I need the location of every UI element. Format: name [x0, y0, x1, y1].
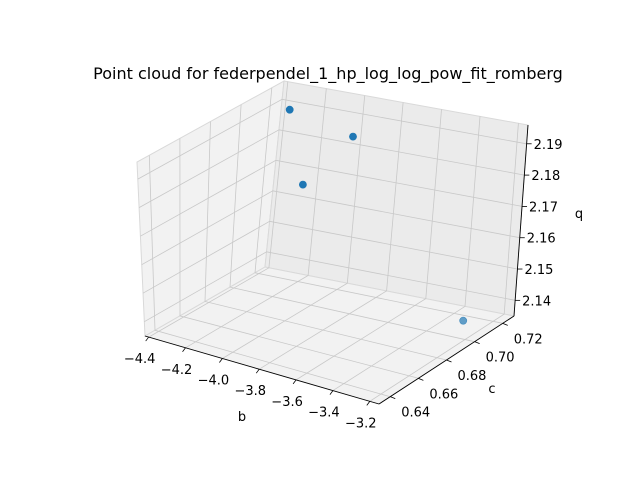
x-tick-mark — [292, 379, 297, 385]
x-gridline — [258, 102, 404, 370]
y-tick-label: 0.64 — [401, 406, 430, 421]
x-axis-label: b — [238, 410, 246, 425]
x-axis-line — [144, 335, 380, 405]
y-tick-mark — [418, 377, 424, 381]
z-tick-label: 2.14 — [522, 294, 551, 309]
x-gridline — [295, 109, 442, 381]
data-point — [459, 316, 468, 325]
x-axis-ticks: −4.4 −4.2 −4.0 −3.8 −3.6 −3.4 −3.2 — [124, 336, 377, 431]
data-point — [285, 105, 294, 114]
z-gridline — [144, 251, 516, 323]
y-tick-mark — [390, 396, 396, 400]
x-tick-mark — [219, 358, 223, 363]
z-tick-label: 2.17 — [529, 200, 558, 215]
x-tick-mark — [366, 401, 371, 406]
x-tick-mark — [255, 368, 260, 374]
x-tick-mark — [145, 336, 150, 342]
gridlines — [137, 81, 527, 402]
x-tick-label: −3.8 — [234, 384, 266, 399]
z-gridline — [142, 220, 518, 294]
z-tick-label: 2.16 — [527, 232, 556, 247]
z-axis-ticks: 2.14 2.15 2.16 2.17 2.18 2.19 — [515, 138, 563, 309]
z-tick-label: 2.15 — [524, 263, 553, 278]
x-gridline — [148, 81, 289, 338]
x-tick-label: −4.2 — [161, 363, 193, 378]
x-gridline — [332, 116, 481, 391]
y-gridline — [229, 104, 475, 343]
y-gridline — [254, 87, 503, 324]
data-point — [298, 180, 307, 189]
x-tick-label: −4.4 — [124, 352, 156, 367]
y-gridline — [204, 121, 447, 361]
y-tick-label: 0.70 — [486, 351, 515, 366]
chart-title: Point cloud for federpendel_1_hp_log_log… — [93, 64, 563, 84]
y-tick-label: 0.68 — [458, 369, 487, 384]
z-gridline — [140, 159, 523, 237]
z-tick-label: 2.19 — [534, 138, 563, 153]
z-gridline — [137, 98, 527, 180]
x-tick-label: −3.4 — [308, 406, 340, 421]
y-tick-mark — [502, 322, 508, 326]
x-tick-label: −3.2 — [345, 416, 377, 431]
x-tick-mark — [329, 390, 334, 395]
z-axis-line — [513, 124, 529, 317]
y-axis-ticks: 0.64 0.660.68 0.70 0.72 — [390, 322, 543, 421]
z-gridline — [138, 129, 525, 208]
data-point — [349, 132, 357, 141]
y-gridline — [148, 155, 391, 398]
z-gridline — [141, 190, 520, 266]
x-gridline — [369, 123, 519, 402]
x-gridline — [222, 95, 366, 359]
x-tick-mark — [182, 347, 186, 353]
z-axis-label: q — [575, 207, 583, 222]
x-tick-label: −3.6 — [271, 395, 303, 410]
y-gridline — [179, 138, 419, 379]
y-axis-label: c — [488, 382, 495, 397]
data-points — [285, 105, 468, 325]
z-tick-label: 2.18 — [531, 169, 560, 184]
y-tick-label: 0.66 — [429, 387, 458, 402]
y-tick-label: 0.72 — [514, 332, 543, 347]
y-tick-mark — [446, 359, 452, 363]
x-gridline — [185, 88, 327, 349]
y-tick-mark — [474, 341, 480, 345]
x-tick-label: −4.0 — [198, 373, 230, 388]
